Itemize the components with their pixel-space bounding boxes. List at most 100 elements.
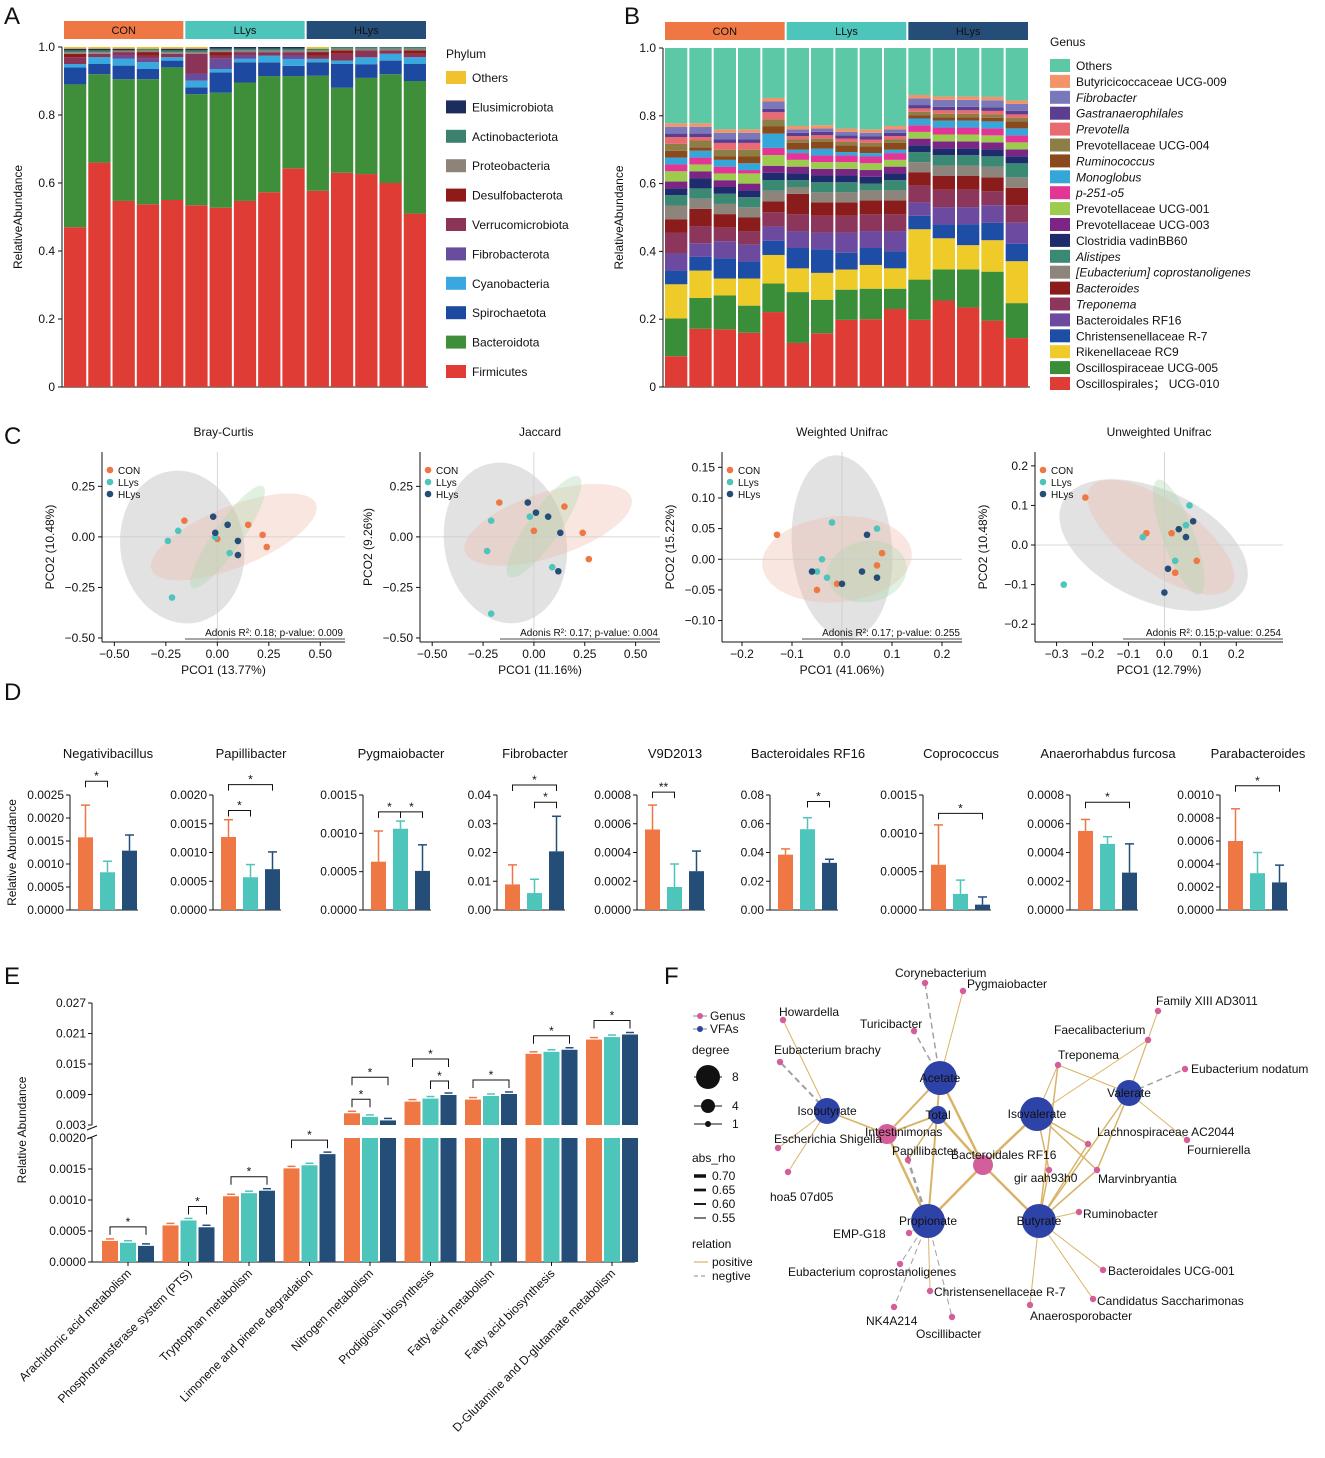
bar-segment xyxy=(738,132,761,140)
edge-positive xyxy=(927,1077,941,1222)
bar-segment xyxy=(689,140,712,148)
bar-segment xyxy=(811,155,834,163)
bar-segment xyxy=(859,248,882,265)
bar-segment xyxy=(665,188,688,196)
genus-node xyxy=(1089,1295,1097,1303)
genus-node xyxy=(926,1287,934,1295)
bar-con xyxy=(586,1039,602,1125)
significance-mark: * xyxy=(489,1068,494,1082)
bar-llys xyxy=(543,1138,560,1262)
legend-label: Others xyxy=(472,71,508,85)
bar-segment xyxy=(957,96,980,100)
bar-segment xyxy=(884,142,907,150)
bar-segment xyxy=(908,162,931,173)
y-tick-label: 0.015 xyxy=(56,1057,86,1071)
legend-swatch xyxy=(1050,154,1070,168)
pcoa-jaccard: Jaccard −0.50 −0.25 0.00 0.25 0.50 −0.50 −0.25 0… xyxy=(361,425,660,677)
bar-segment xyxy=(1005,117,1028,122)
point-llys xyxy=(1171,557,1179,565)
bar-segment xyxy=(957,117,980,121)
genus-node-label: Eubacterium nodatum xyxy=(1191,1062,1308,1076)
pcoa-weighted-unifrac: Weighted Unifrac −0.2 −0.1 0.0 0.1 0.2 −0.10 −0… xyxy=(663,425,962,677)
bar-segment xyxy=(738,261,761,279)
y-tick-label: 0.0 xyxy=(1011,538,1028,552)
genus-node-label: Anaerosporobacter xyxy=(1030,1309,1132,1323)
bar-segment xyxy=(762,97,785,102)
bar-segment xyxy=(689,328,712,387)
bar-segment xyxy=(835,48,858,129)
bar-segment xyxy=(258,50,281,53)
legend-dot-con xyxy=(1039,466,1047,474)
significance-bracket xyxy=(351,1098,371,1108)
bar-segment xyxy=(379,48,402,51)
bar-segment xyxy=(786,139,809,143)
legend-title: relation xyxy=(692,1237,731,1251)
bar-hlys xyxy=(501,1138,517,1262)
bar-llys xyxy=(604,1138,620,1262)
point-llys xyxy=(1060,581,1068,588)
bar-segment xyxy=(306,62,329,76)
bar-con xyxy=(465,1099,481,1125)
bar-segment xyxy=(762,126,785,134)
legend-label: HLys xyxy=(436,490,458,501)
bar-con xyxy=(586,1138,602,1262)
bar-segment xyxy=(136,48,160,51)
y-tick-label: 0.2 xyxy=(1011,459,1028,473)
bar-segment xyxy=(762,108,785,113)
bar-segment xyxy=(738,183,761,191)
bar-segment xyxy=(713,203,736,215)
bar-con xyxy=(404,1138,421,1262)
bar-segment xyxy=(665,318,688,357)
genus-node-label: hoa5 07d05 xyxy=(770,1190,834,1204)
panel-letter-b: B xyxy=(624,3,640,30)
bar-segment xyxy=(811,128,834,132)
bar-segment xyxy=(403,64,426,81)
y-tick-label: 0.08 xyxy=(741,788,765,802)
bar-con xyxy=(525,1138,542,1262)
y-tick-label: 0 xyxy=(649,380,656,394)
bar-segment xyxy=(811,333,834,387)
x-tick-label: −0.50 xyxy=(417,647,448,661)
bar-segment xyxy=(908,319,931,387)
genus-node-label: Oscillibacter xyxy=(916,1327,981,1341)
significance-bracket xyxy=(533,1035,570,1044)
bar-segment xyxy=(1005,149,1028,157)
legend-dot-hlys xyxy=(726,490,734,498)
y-tick-label: 0.0015 xyxy=(49,1162,86,1176)
y-tick-label: 0.03 xyxy=(468,817,492,831)
bar-segment xyxy=(981,48,1004,97)
bar-segment xyxy=(665,143,688,151)
legend-label: 0.60 xyxy=(712,1197,736,1211)
genus-node xyxy=(896,1260,904,1268)
bar-segment xyxy=(88,74,111,163)
bar-segment xyxy=(1005,135,1028,143)
bar-segment xyxy=(738,173,761,184)
bar-segment xyxy=(908,145,931,153)
bar-segment xyxy=(859,163,882,171)
bar-segment xyxy=(981,320,1004,387)
genus-node-label: Faecalibacterium xyxy=(1054,1023,1145,1037)
y-tick-label: 0.0010 xyxy=(27,857,64,871)
point-hlys xyxy=(1164,565,1172,573)
legend-label: Treponema xyxy=(1076,298,1137,312)
genus-node-label: Candidatus Saccharimonas xyxy=(1097,1294,1244,1308)
bar-segment xyxy=(786,153,809,160)
bar-segment xyxy=(786,48,809,126)
panel-c: Bray-Curtis−0.50 −0.25 0.00 0.25 0.50−0.50−0… xyxy=(43,425,1283,677)
point-hlys xyxy=(557,529,564,537)
genus-node-label: Corynebacterium xyxy=(895,966,986,980)
bar-segment xyxy=(884,231,907,252)
y-tick-label: 1.0 xyxy=(38,40,55,54)
significance-bracket xyxy=(534,801,557,809)
bar-segment xyxy=(835,192,858,203)
y-tick-label: 0.25 xyxy=(390,479,414,493)
bar-segment xyxy=(689,157,712,165)
significance-bracket xyxy=(938,812,983,820)
bar-segment xyxy=(981,117,1004,122)
bar-hlys xyxy=(1122,872,1137,910)
bar-segment xyxy=(1005,205,1028,223)
y-tick-label: −0.05 xyxy=(685,583,716,597)
bar-segment xyxy=(282,55,305,59)
legend-dot-llys xyxy=(424,478,432,486)
legend-label: HLys xyxy=(738,490,760,501)
